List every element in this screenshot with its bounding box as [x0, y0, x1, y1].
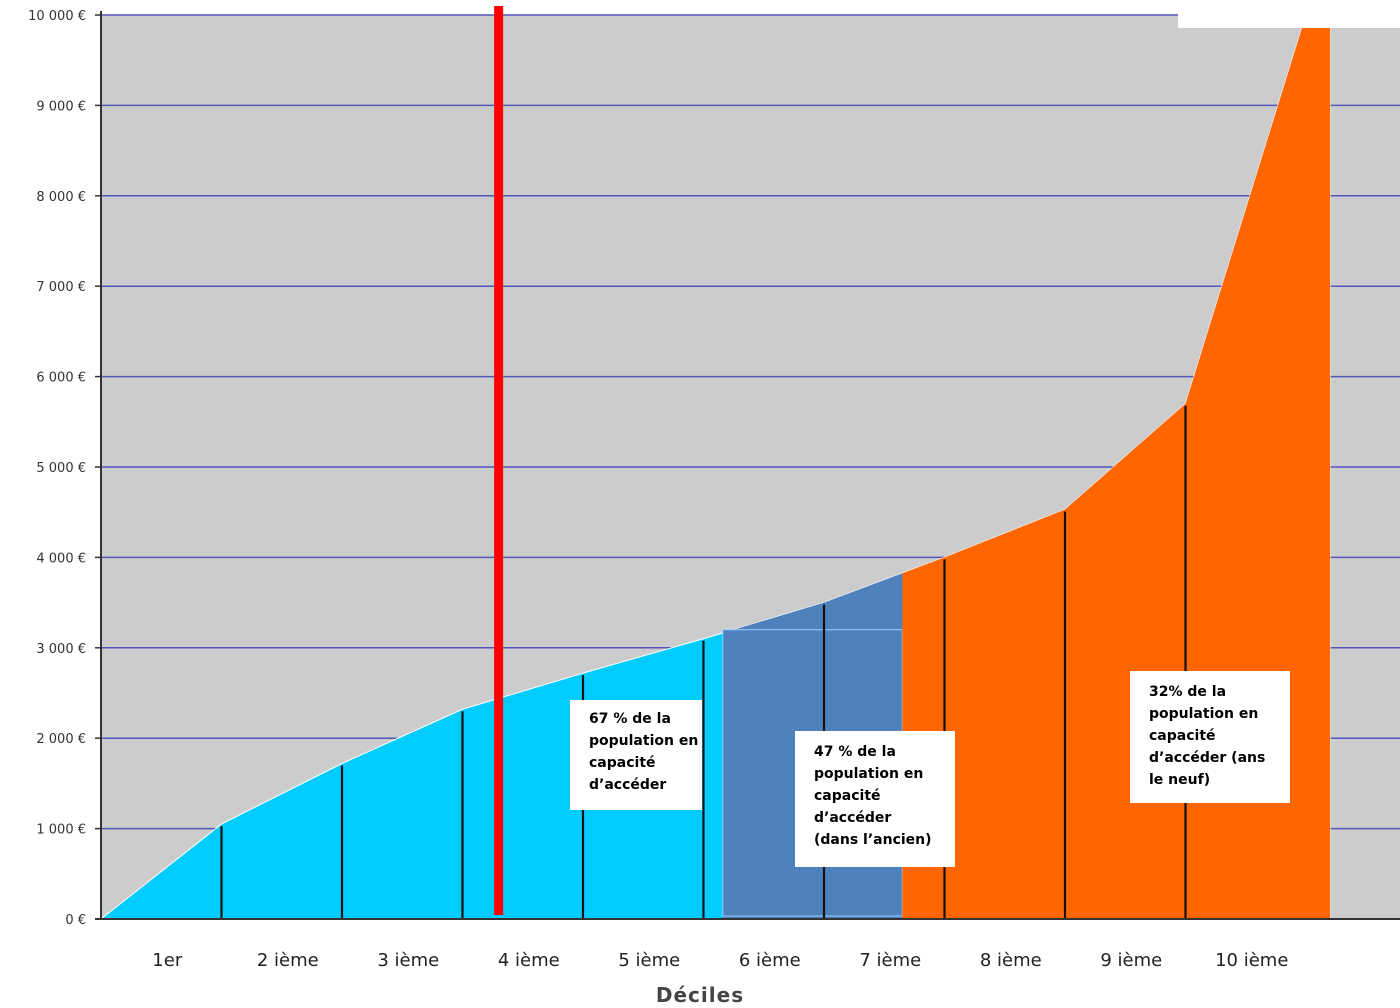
annotation-67-percent: 67 % de la population en capacité d’accé… — [570, 700, 702, 810]
x-tick-label-1: 1er — [152, 950, 183, 971]
y-tick-label-4: 4 000 € — [36, 551, 86, 566]
y-tick-label-6: 6 000 € — [36, 371, 86, 386]
top-right-patch — [1178, 0, 1400, 28]
y-tick-label-9: 9 000 € — [36, 99, 86, 114]
x-tick-label-6: 6 ième — [739, 950, 801, 971]
x-tick-label-2: 2 ième — [257, 950, 319, 971]
x-axis-title: Déciles — [656, 983, 744, 1007]
y-tick-label-0: 0 € — [65, 913, 86, 928]
y-tick-label-8: 8 000 € — [36, 190, 86, 205]
y-tick-label-5: 5 000 € — [36, 461, 86, 476]
x-tick-label-5: 5 ième — [618, 950, 680, 971]
y-tick-label-3: 3 000 € — [36, 642, 86, 657]
x-tick-label-9: 9 ième — [1100, 950, 1162, 971]
x-tick-label-8: 8 ième — [980, 950, 1042, 971]
x-tick-label-7: 7 ième — [859, 950, 921, 971]
x-tick-label-4: 4 ième — [498, 950, 560, 971]
annotation-32-percent: 32% de la population en capacité d’accéd… — [1130, 671, 1290, 803]
y-tick-label-1: 1 000 € — [36, 823, 86, 838]
y-tick-label-7: 7 000 € — [36, 280, 86, 295]
x-tick-label-10: 10 ième — [1215, 950, 1288, 971]
x-tick-label-3: 3 ième — [377, 950, 439, 971]
y-tick-label-10: 10 000 € — [28, 9, 86, 24]
y-tick-label-2: 2 000 € — [36, 732, 86, 747]
annotation-47-percent: 47 % de la population en capacité d’accé… — [795, 731, 955, 867]
